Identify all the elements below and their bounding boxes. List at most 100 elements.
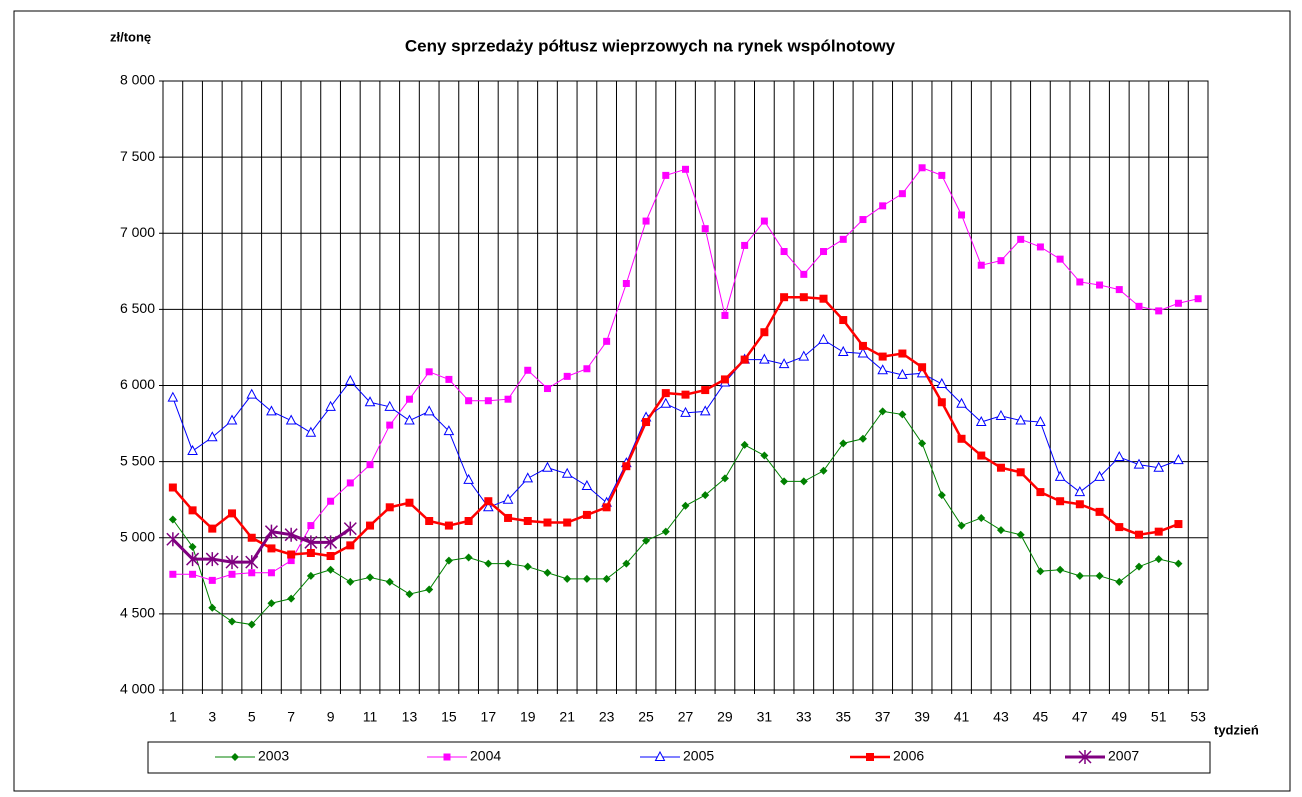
marker: [622, 462, 631, 471]
marker: [1174, 559, 1183, 568]
marker: [642, 418, 651, 427]
marker: [622, 559, 631, 568]
marker: [484, 397, 492, 405]
marker: [463, 473, 474, 484]
marker: [346, 577, 355, 586]
x-tick-label: 29: [717, 709, 733, 725]
marker: [228, 617, 237, 626]
marker: [231, 753, 239, 761]
marker: [680, 406, 691, 417]
marker: [661, 527, 670, 536]
y-tick-label: 7 000: [120, 224, 155, 240]
marker: [877, 364, 889, 375]
marker: [918, 439, 927, 448]
marker: [866, 753, 874, 761]
marker: [405, 590, 414, 599]
marker: [701, 225, 709, 233]
marker: [898, 410, 907, 419]
marker: [325, 400, 336, 411]
marker: [820, 248, 828, 256]
marker: [444, 521, 453, 530]
marker: [205, 552, 219, 567]
marker: [384, 400, 396, 411]
x-tick-label: 53: [1190, 709, 1206, 725]
marker: [543, 518, 552, 527]
x-tick-label: 19: [520, 709, 536, 725]
marker: [1074, 486, 1086, 497]
marker: [995, 409, 1007, 420]
x-tick-label: 23: [599, 709, 615, 725]
marker: [1036, 567, 1045, 576]
x-tick-label: 43: [993, 709, 1009, 725]
marker: [188, 542, 197, 551]
marker: [977, 261, 985, 269]
marker: [306, 571, 315, 580]
x-tick-label: 21: [559, 709, 575, 725]
marker: [957, 434, 966, 443]
marker: [247, 533, 256, 542]
legend-label: 2006: [893, 748, 924, 764]
marker: [326, 552, 335, 561]
marker: [405, 498, 414, 507]
marker: [1094, 470, 1105, 481]
marker: [405, 395, 413, 403]
x-tick-label: 33: [796, 709, 812, 725]
marker: [699, 405, 711, 416]
marker: [264, 524, 278, 539]
marker: [661, 389, 670, 398]
series-line: [171, 295, 1179, 558]
x-axis-label: tydzień: [1214, 722, 1259, 737]
x-tick-label: 31: [757, 709, 773, 725]
marker: [1154, 527, 1163, 536]
marker: [1174, 520, 1183, 529]
marker: [898, 349, 907, 358]
marker: [1115, 286, 1123, 294]
x-tick-label: 39: [914, 709, 930, 725]
marker: [246, 388, 258, 399]
marker: [504, 513, 513, 522]
marker: [780, 248, 788, 256]
marker: [543, 385, 551, 393]
x-tick-label: 9: [327, 709, 335, 725]
marker: [522, 472, 534, 483]
marker: [997, 257, 1005, 265]
marker: [1113, 450, 1125, 462]
marker: [542, 461, 553, 472]
marker: [464, 553, 473, 562]
marker: [1194, 295, 1202, 303]
marker: [799, 293, 808, 302]
marker: [660, 397, 672, 408]
marker: [187, 444, 198, 455]
marker: [228, 509, 237, 518]
marker: [504, 559, 513, 568]
legend-label: 2004: [470, 748, 501, 764]
x-tick-label: 13: [402, 709, 418, 725]
legend-label: 2007: [1108, 748, 1139, 764]
marker: [778, 358, 790, 369]
marker: [1036, 243, 1044, 251]
marker: [523, 562, 532, 571]
marker: [504, 395, 512, 403]
marker: [1174, 299, 1182, 307]
marker: [305, 426, 317, 437]
marker: [1075, 571, 1084, 580]
marker: [760, 217, 768, 225]
marker: [799, 477, 808, 486]
marker: [425, 368, 433, 376]
marker: [366, 521, 375, 530]
marker: [602, 574, 611, 583]
marker: [818, 333, 829, 344]
marker: [938, 171, 946, 179]
marker: [958, 211, 966, 219]
marker: [1134, 562, 1143, 571]
y-tick-label: 6 000: [120, 376, 155, 392]
marker: [918, 363, 927, 372]
marker: [284, 527, 298, 542]
marker: [1095, 571, 1104, 580]
marker: [602, 503, 611, 512]
marker: [582, 510, 591, 519]
marker: [859, 216, 867, 224]
marker: [266, 405, 277, 416]
x-tick-label: 27: [678, 709, 694, 725]
